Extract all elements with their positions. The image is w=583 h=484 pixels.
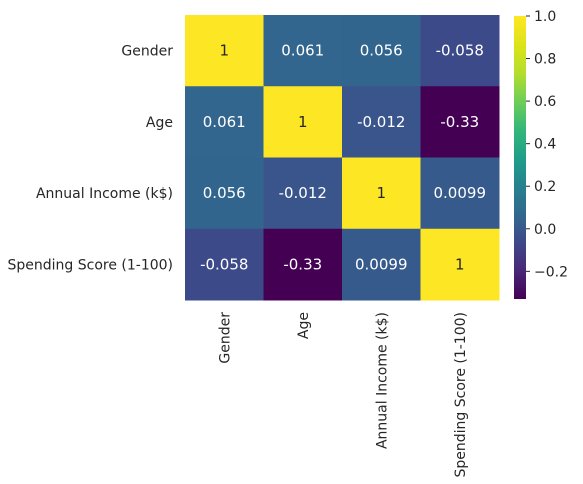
- colorbar-tick-label-0: 1.0: [534, 9, 556, 25]
- colorbar-tick-label-6: −0.2: [534, 264, 568, 280]
- heatmap-cell-2-1: [263, 157, 343, 230]
- heatmap-cell-0-1: [263, 15, 343, 87]
- y-tick-label-0: Gender: [121, 44, 173, 60]
- heatmap-cell-1-2: [342, 86, 421, 158]
- x-axis-tick-labels: Gender Age Annual Income (k$) Spending Scor…: [217, 312, 469, 478]
- heatmap-cell-2-3: [420, 157, 500, 230]
- heatmap-cell-3-3: [420, 228, 500, 301]
- heatmap-cell-label-2-3: 0.0099: [434, 184, 487, 202]
- heatmap-cell-3-1: [263, 228, 343, 301]
- heatmap-cell-label-3-2: 0.0099: [355, 255, 408, 273]
- x-tick-label-2: Annual Income (k$): [374, 312, 390, 449]
- y-tick-label-2: Annual Income (k$): [36, 186, 173, 202]
- heatmap-cell-labels: 1 0.061 0.056 -0.058 0.061 1 -0.012 -0.33 0.056 -…: [200, 42, 486, 274]
- heatmap-cell-1-0: [185, 86, 264, 158]
- heatmap-cell-label-2-0: 0.056: [203, 184, 246, 202]
- heatmap-cell-label-1-2: -0.012: [357, 113, 405, 131]
- heatmap-cell-label-2-1: -0.012: [279, 184, 327, 202]
- heatmap-cell-label-2-2: 1: [376, 184, 386, 202]
- colorbar-tick-label-2: 0.6: [534, 94, 556, 110]
- heatmap-cell-label-0-3: -0.058: [436, 42, 484, 60]
- heatmap-cell-label-1-3: -0.33: [440, 113, 479, 131]
- colorbar-tick-label-4: 0.2: [534, 179, 556, 195]
- heatmap-cell-1-1: [263, 86, 343, 158]
- heatmap-cell-3-2: [342, 228, 421, 301]
- heatmap-cell-2-2: [342, 157, 421, 230]
- colorbar-tick-label-3: 0.4: [534, 137, 556, 153]
- heatmap-cell-0-3: [420, 15, 500, 87]
- heatmap-cell-label-3-1: -0.33: [283, 255, 322, 273]
- heatmap-cells: [185, 15, 500, 301]
- colorbar-gradient: [514, 16, 526, 299]
- y-tick-label-1: Age: [146, 115, 173, 131]
- y-axis-tick-labels: Gender Age Annual Income (k$) Spending Scor…: [7, 44, 173, 274]
- heatmap-cell-label-1-0: 0.061: [203, 113, 246, 131]
- heatmap-cell-label-1-1: 1: [298, 113, 308, 131]
- y-tick-label-3: Spending Score (1-100): [7, 257, 173, 273]
- heatmap-cell-label-0-2: 0.056: [360, 42, 403, 60]
- heatmap-cell-3-0: [185, 228, 264, 301]
- heatmap-cell-2-0: [185, 157, 264, 230]
- x-tick-label-1: Age: [296, 312, 312, 339]
- x-tick-label-3: Spending Score (1-100): [453, 312, 469, 478]
- colorbar-tick-label-1: 0.8: [534, 52, 556, 68]
- colorbar-tick-labels: 1.0 0.8 0.6 0.4 0.2 0.0 −0.2: [526, 9, 568, 280]
- heatmap-cell-label-0-1: 0.061: [281, 42, 324, 60]
- heatmap-cell-0-0: [185, 15, 264, 87]
- heatmap-cell-label-3-3: 1: [455, 255, 465, 273]
- colorbar: [514, 16, 526, 299]
- heatmap-cell-0-2: [342, 15, 421, 87]
- heatmap-cell-1-3: [420, 86, 500, 158]
- heatmap-cell-label-3-0: -0.058: [200, 255, 248, 273]
- x-tick-label-0: Gender: [217, 312, 233, 364]
- colorbar-tick-label-5: 0.0: [534, 222, 556, 238]
- heatmap-cell-label-0-0: 1: [219, 42, 229, 60]
